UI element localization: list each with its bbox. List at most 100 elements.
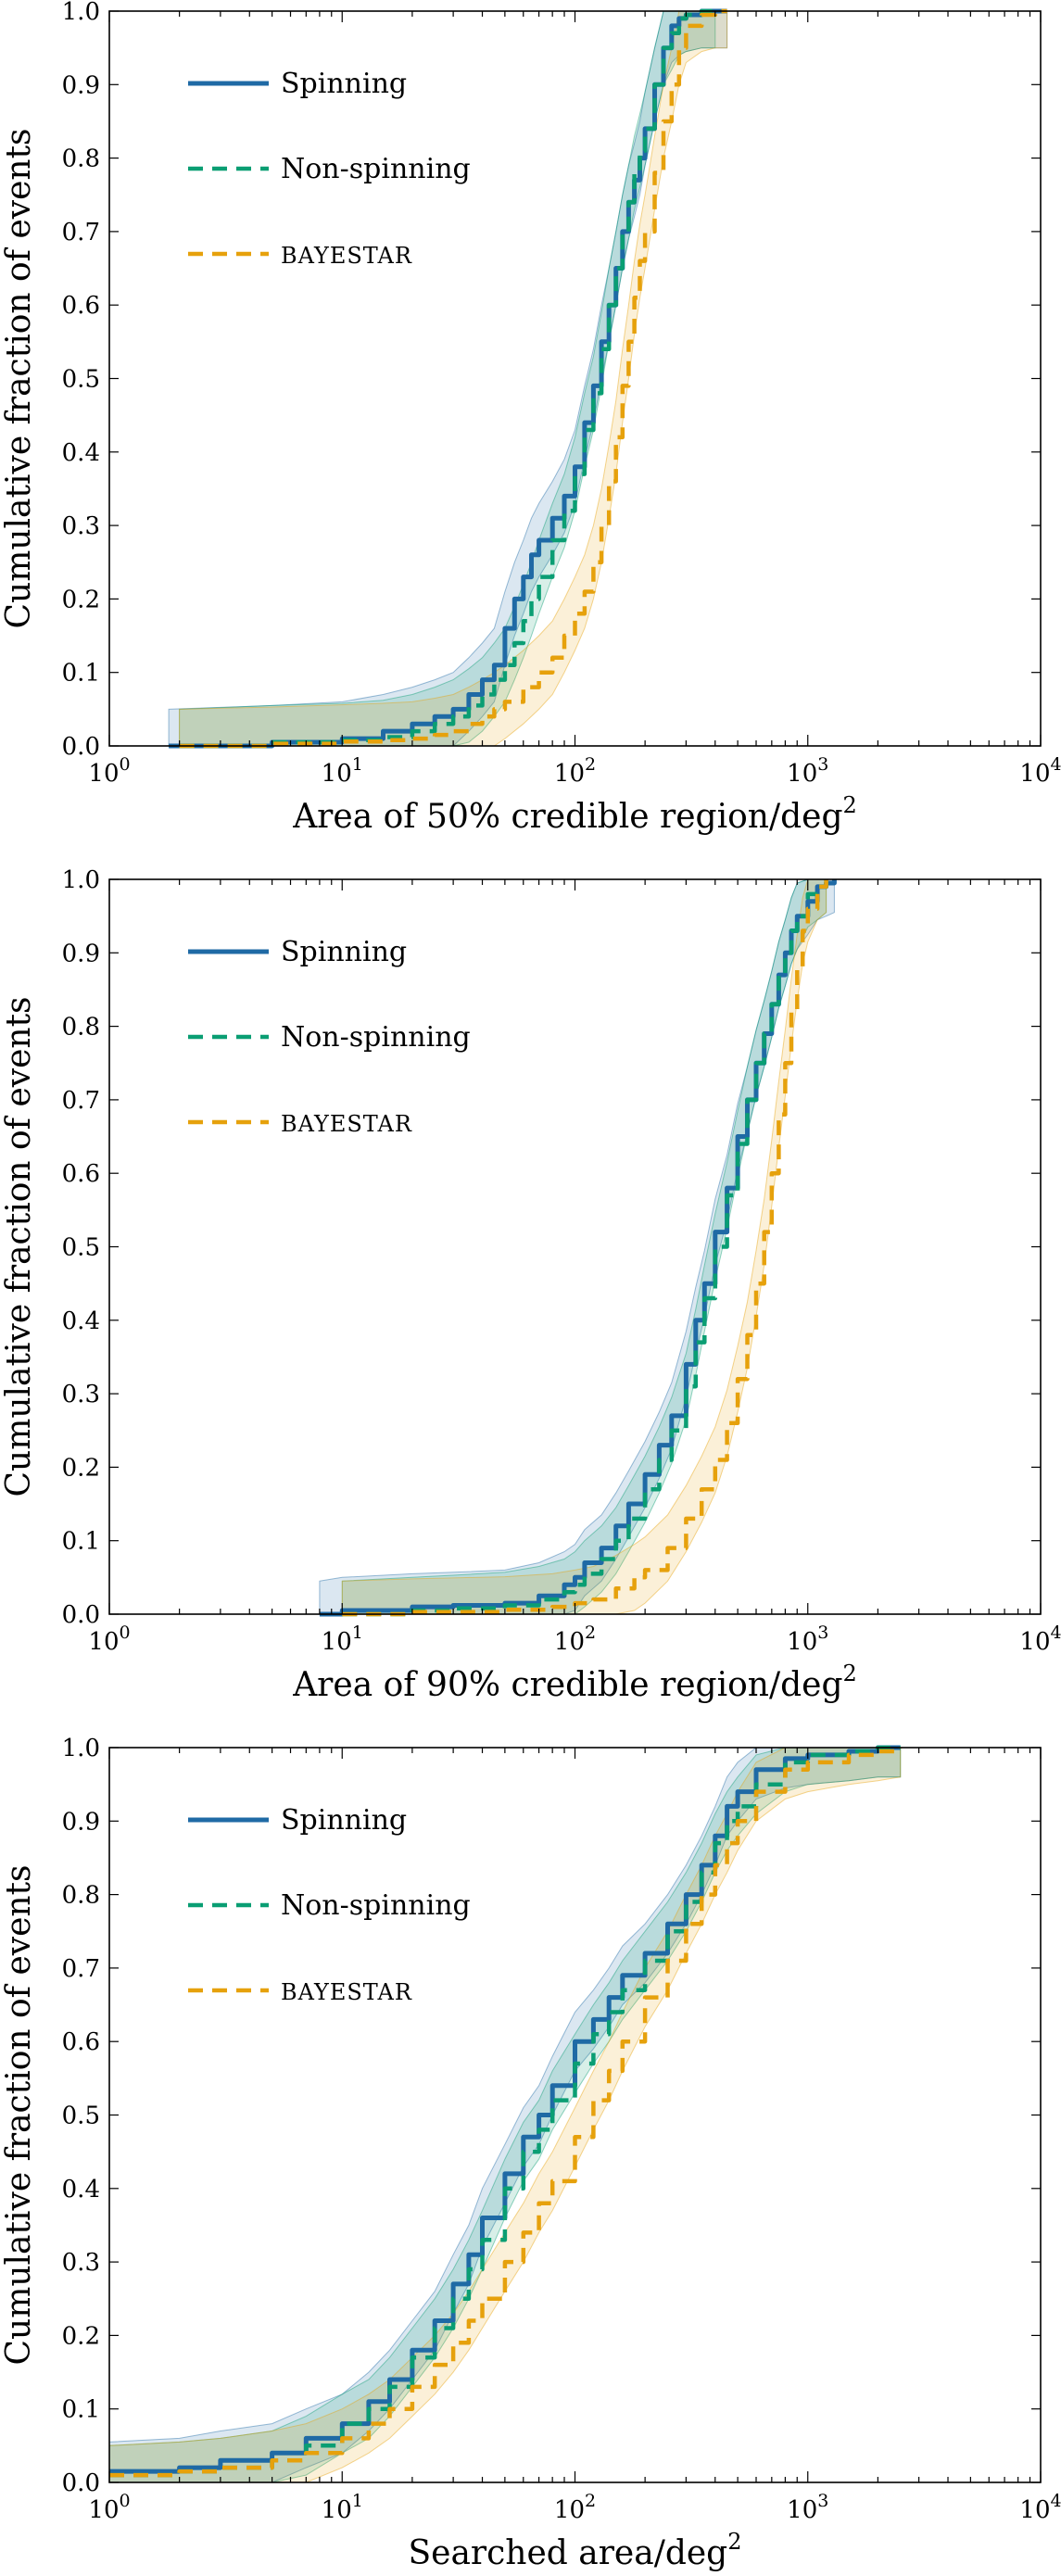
y-tick-label: 1.0: [62, 0, 100, 26]
x-axis: 100 101 102 103 104: [88, 1748, 1061, 2524]
x-tick-label: 104: [1019, 754, 1061, 788]
confidence-bands: [319, 878, 835, 1615]
x-axis-label: Area of 90% credible region/deg2: [292, 1661, 857, 1704]
y-tick-label: 0.5: [62, 2102, 100, 2130]
x-axis-label: Searched area/deg2: [408, 2529, 741, 2572]
series-spinning: [109, 1745, 901, 2474]
y-tick-label: 0.0: [62, 1601, 100, 1629]
band-non-spinning: [108, 1747, 902, 2483]
x-tick-exponent: 3: [817, 1623, 828, 1643]
y-tick-label: 0.6: [62, 1160, 100, 1188]
x-axis-label-sup: 2: [843, 792, 857, 818]
x-tick-label: 103: [787, 1623, 828, 1656]
y-tick-label: 0.6: [62, 2028, 100, 2056]
x-tick-base: 10: [1019, 760, 1050, 788]
x-tick-base: 10: [787, 1628, 817, 1656]
y-tick-label: 0.2: [62, 1454, 100, 1482]
x-axis-label-sup: 2: [843, 1661, 857, 1686]
band-non-spinning: [341, 878, 827, 1615]
legend: Spinning Non-spinning BAYESTAR: [188, 1804, 471, 2005]
x-tick-exponent: 1: [352, 1623, 363, 1643]
y-tick-label: 0.7: [62, 1955, 100, 1983]
plot-frame: [108, 878, 1042, 1615]
y-tick-label: 0.1: [62, 660, 100, 688]
x-tick-label: 100: [88, 754, 130, 788]
x-tick-exponent: 3: [817, 2491, 828, 2511]
x-tick-base: 10: [554, 1628, 585, 1656]
x-tick-base: 10: [322, 2496, 352, 2524]
y-tick-label: 0.8: [62, 145, 100, 173]
x-tick-label: 101: [322, 2491, 363, 2524]
y-tick-label: 0.1: [62, 1528, 100, 1556]
series-non-spinning: [342, 879, 828, 1617]
x-tick-base: 10: [554, 2496, 585, 2524]
y-tick-label: 0.9: [62, 940, 100, 967]
series-non-spinning: [179, 8, 715, 749]
band-bayestar: [341, 878, 827, 1615]
y-axis-label: Cumulative fraction of events: [0, 128, 38, 628]
y-tick-label: 0.5: [62, 1234, 100, 1262]
band-spinning: [168, 10, 728, 747]
y-tick-label: 0.4: [62, 2176, 100, 2203]
y-axis: 0.0 0.1 0.2 0.3 0.4 0.5 0.6 0.7 0.8 0.9 1.0: [62, 866, 1041, 1629]
legend-label: Spinning: [281, 1804, 407, 1837]
x-tick-label: 103: [787, 754, 828, 788]
x-axis: 100 101 102 103 104: [88, 11, 1061, 788]
x-tick-exponent: 2: [585, 2491, 596, 2511]
x-tick-exponent: 1: [352, 2491, 363, 2511]
legend-label: Spinning: [281, 68, 407, 100]
x-axis-label: Area of 50% credible region/deg2: [292, 792, 857, 836]
x-tick-base: 10: [88, 1628, 119, 1656]
y-axis: 0.0 0.1 0.2 0.3 0.4 0.5 0.6 0.7 0.8 0.9 1.0: [62, 1735, 1041, 2497]
series-bayestar: [342, 879, 828, 1617]
y-tick-label: 0.2: [62, 2322, 100, 2350]
x-tick-label: 102: [554, 1623, 596, 1656]
x-axis-label-sup: 2: [727, 2529, 741, 2555]
x-tick-exponent: 2: [585, 754, 596, 775]
x-tick-label: 100: [88, 1623, 130, 1656]
x-tick-label: 103: [787, 2491, 828, 2524]
y-tick-label: 0.3: [62, 2249, 100, 2277]
x-tick-exponent: 1: [352, 754, 363, 775]
x-tick-base: 10: [1019, 1628, 1050, 1656]
y-tick-label: 0.9: [62, 1808, 100, 1836]
band-non-spinning: [179, 10, 716, 747]
series-lines: [109, 1745, 903, 2478]
y-tick-label: 0.0: [62, 733, 100, 761]
band-bayestar: [179, 10, 728, 747]
y-tick-label: 0.3: [62, 1381, 100, 1408]
x-tick-exponent: 4: [1051, 1623, 1061, 1643]
x-axis: 100 101 102 103 104: [88, 879, 1061, 1656]
confidence-bands: [108, 1747, 902, 2483]
y-axis: 0.0 0.1 0.2 0.3 0.4 0.5 0.6 0.7 0.8 0.9 1.0: [62, 0, 1041, 761]
x-axis-label-main: Area of 90% credible region/deg: [292, 1666, 842, 1704]
confidence-bands: [168, 10, 728, 747]
legend-label: BAYESTAR: [281, 1111, 412, 1137]
x-tick-base: 10: [322, 1628, 352, 1656]
legend-label: Non-spinning: [281, 1021, 471, 1054]
y-tick-label: 0.4: [62, 1307, 100, 1335]
y-tick-label: 0.6: [62, 292, 100, 320]
legend-label: BAYESTAR: [281, 1979, 412, 2005]
band-spinning: [108, 1747, 902, 2483]
legend-label: Non-spinning: [281, 1889, 471, 1922]
x-tick-exponent: 4: [1051, 2491, 1061, 2511]
x-tick-label: 102: [554, 754, 596, 788]
x-tick-exponent: 3: [817, 754, 828, 775]
series-bayestar: [109, 1748, 903, 2478]
y-tick-label: 0.7: [62, 219, 100, 246]
x-tick-label: 100: [88, 2491, 130, 2524]
legend: Spinning Non-spinning BAYESTAR: [188, 936, 471, 1137]
x-axis-label-main: Searched area/deg: [408, 2534, 727, 2572]
series-non-spinning: [109, 1745, 901, 2478]
x-tick-base: 10: [787, 2496, 817, 2524]
legend-label: Spinning: [281, 936, 407, 968]
legend-label: BAYESTAR: [281, 243, 412, 269]
x-tick-exponent: 0: [120, 754, 131, 775]
x-tick-exponent: 0: [120, 2491, 131, 2511]
x-tick-label: 104: [1019, 1623, 1061, 1656]
y-tick-label: 0.2: [62, 586, 100, 613]
